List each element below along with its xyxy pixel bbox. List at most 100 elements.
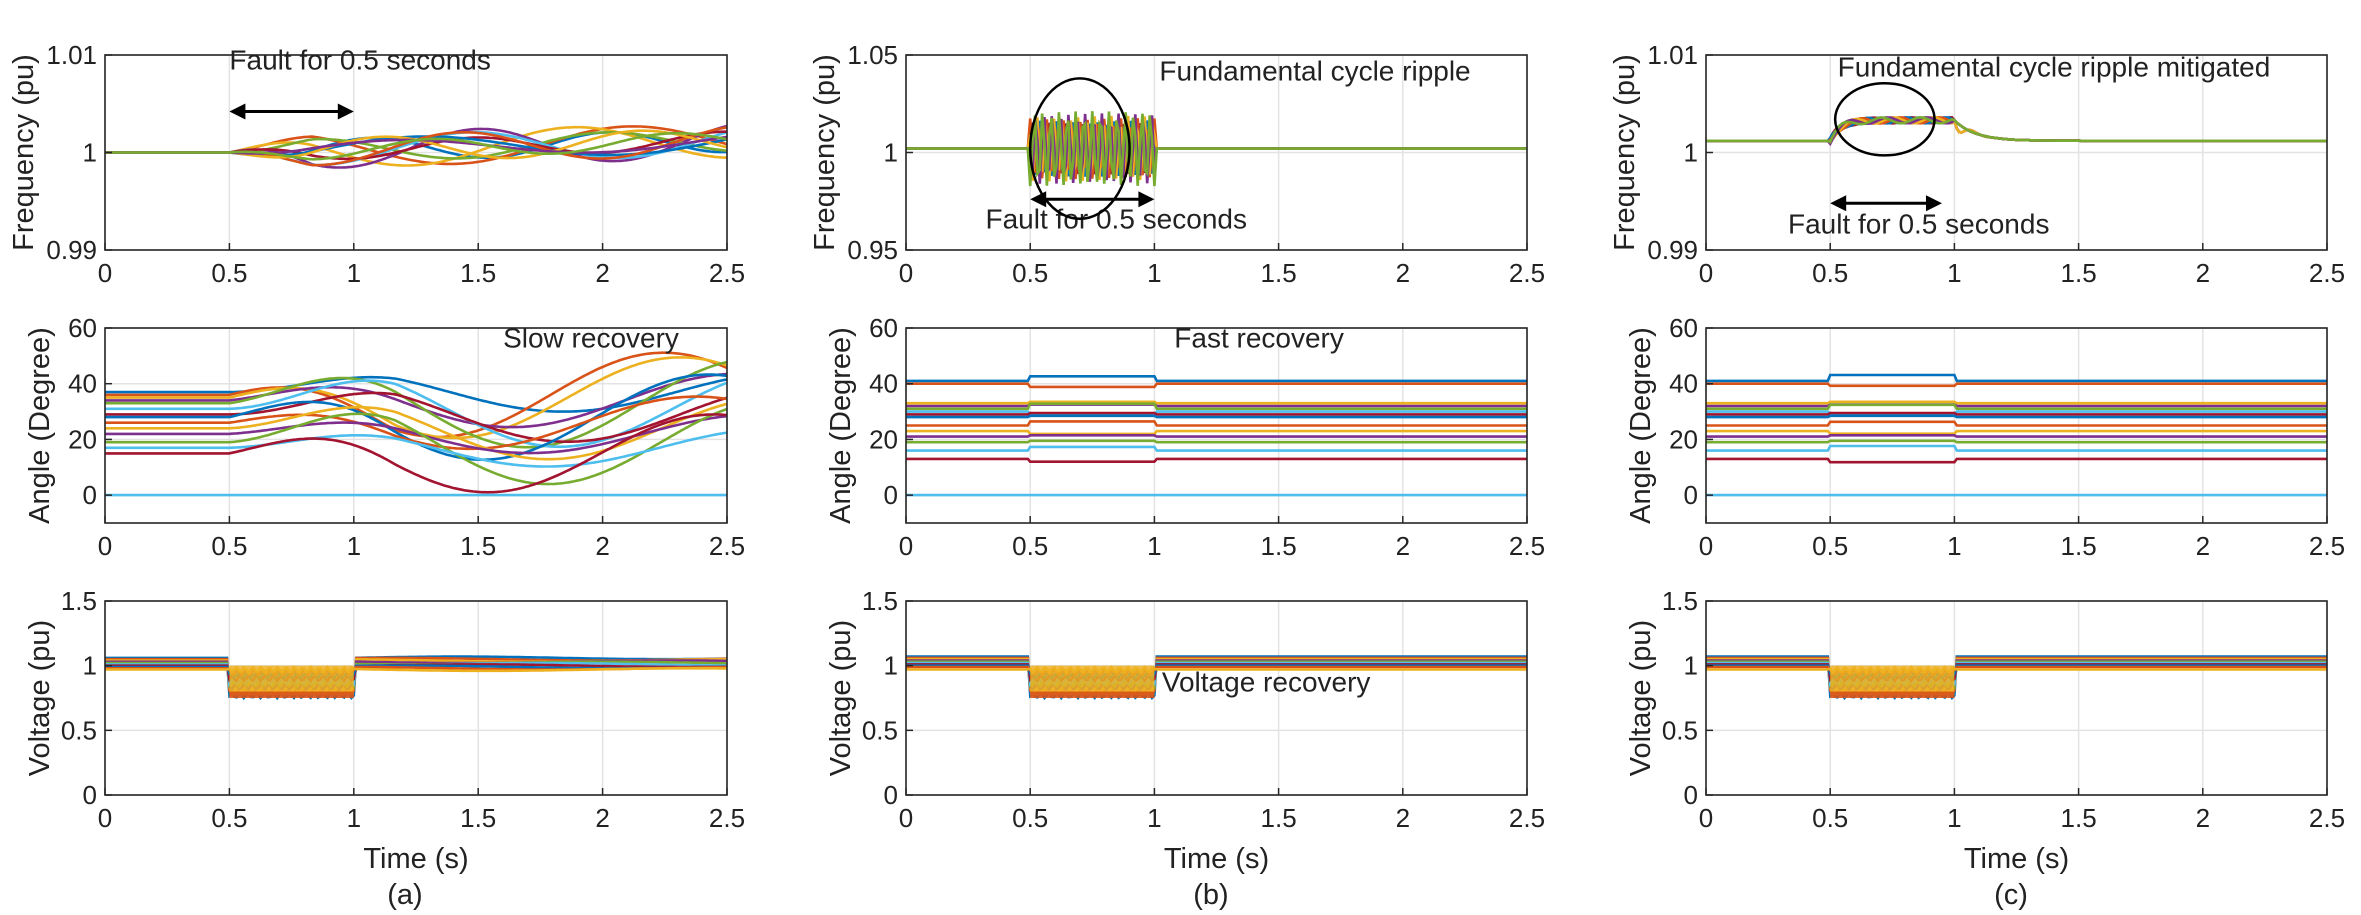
series-line-7 (1706, 411, 2327, 416)
y-axis-label: Frequency (pu) (809, 54, 841, 251)
annotation-text: Voltage recovery (1162, 667, 1371, 698)
series-line-5 (105, 360, 728, 449)
y-tick-label: 1.5 (61, 586, 97, 616)
fault-band (229, 665, 354, 696)
x-axis-label: Time (s) (1964, 843, 2069, 875)
x-tick-label: 1 (1947, 531, 1961, 561)
series-line-13 (906, 445, 1527, 452)
series-line-8 (1706, 414, 2327, 419)
x-tick-label: 1 (1147, 258, 1161, 288)
chart-a-angle: 0 0.5 1 1.5 2 2.5 0 20 40 60 Angle (Degree) Slow re… (24, 313, 745, 561)
y-axis-label: Voltage (pu) (24, 620, 56, 776)
y-tick-label: 40 (1669, 369, 1698, 399)
series-line-6 (906, 410, 1527, 416)
series-line-10 (105, 665, 727, 675)
x-tick-label: 2 (2196, 258, 2210, 288)
series-line-14 (1706, 457, 2327, 464)
series-line-10 (1706, 429, 2327, 435)
series-line-2 (906, 382, 1527, 389)
x-tick-label: 1.5 (2061, 531, 2097, 561)
x-tick-label: 2.5 (709, 531, 745, 561)
series-line-6 (1706, 410, 2327, 415)
series-line-12 (105, 407, 728, 486)
x-tick-label: 1.5 (460, 258, 496, 288)
y-tick-label: 0.5 (1662, 715, 1698, 745)
y-tick-label: 40 (869, 369, 898, 399)
arrow-head-right (1925, 195, 1942, 212)
series-line-12 (1706, 116, 2327, 144)
y-tick-label: 20 (869, 424, 898, 454)
chart-c-angle: 0 0.5 1 1.5 2 2.5 0 20 40 60 Angle (Degree) (1625, 313, 2345, 561)
x-tick-label: 2.5 (2309, 258, 2345, 288)
x-tick-label: 2 (595, 531, 609, 561)
series-line-4 (906, 403, 1527, 408)
series-line-5 (1706, 403, 2327, 411)
y-tick-label: 40 (68, 369, 97, 399)
arrow-head-right (337, 103, 354, 120)
x-tick-label: 2 (1396, 258, 1410, 288)
y-tick-label: 20 (1669, 424, 1698, 454)
y-tick-label: 1.01 (46, 40, 97, 70)
x-tick-label: 1.5 (460, 803, 496, 833)
x-tick-label: 2.5 (709, 803, 745, 833)
annotation-text: Fault for 0.5 seconds (985, 204, 1246, 235)
series-line-13 (105, 431, 728, 468)
x-tick-label: 1 (1947, 258, 1961, 288)
series-line-1 (1706, 655, 2327, 701)
x-axis-label: Time (s) (363, 843, 468, 875)
arrow-head-left (229, 103, 246, 120)
series-line-6 (1706, 661, 2327, 688)
x-tick-label: 2.5 (709, 258, 745, 288)
series-line-7 (1706, 116, 2327, 143)
x-tick-label: 1.5 (1261, 803, 1297, 833)
series-line-12 (906, 439, 1527, 444)
series-line-3 (906, 400, 1527, 405)
x-tick-label: 0 (899, 258, 913, 288)
y-axis-label: Angle (Degree) (1625, 327, 1657, 524)
x-tick-label: 2 (2196, 803, 2210, 833)
fault-band (1030, 665, 1155, 696)
arrow-head-right (1138, 191, 1155, 208)
x-tick-label: 2.5 (1509, 803, 1545, 833)
series-line-7 (906, 411, 1527, 416)
annotation-text: Fundamental cycle ripple (1159, 55, 1470, 86)
y-tick-label: 0.99 (1647, 235, 1698, 265)
y-axis-label: Voltage (pu) (825, 620, 857, 776)
panel-label-b: (b) (1193, 879, 1228, 911)
x-tick-label: 1 (347, 258, 361, 288)
series-line-10 (906, 429, 1527, 436)
y-axis-label: Frequency (pu) (8, 54, 40, 251)
series-line-10 (906, 665, 1527, 675)
series-line-9 (1706, 420, 2327, 427)
x-tick-label: 0 (98, 258, 112, 288)
series-line-9 (1706, 665, 2327, 678)
series-line-11 (105, 414, 728, 455)
series-line-9 (105, 395, 728, 451)
chart-b-angle: 0 0.5 1 1.5 2 2.5 0 20 40 60 Angle (Degree) Fast re… (825, 313, 1545, 561)
x-tick-label: 2 (595, 803, 609, 833)
arrow-head-left (1830, 195, 1847, 212)
x-tick-label: 1 (1147, 531, 1161, 561)
x-tick-label: 0 (98, 531, 112, 561)
y-tick-label: 1 (83, 138, 97, 168)
series-line-5 (906, 402, 1527, 411)
series-line-2 (1706, 382, 2327, 388)
ripple-ellipse (1028, 77, 1131, 221)
series-line-2 (1706, 116, 2327, 143)
x-tick-label: 2 (2196, 531, 2210, 561)
y-tick-label: 60 (68, 313, 97, 343)
x-tick-label: 1.5 (1261, 531, 1297, 561)
y-tick-label: 0 (83, 480, 97, 510)
series-line-3 (1706, 400, 2327, 405)
x-axis-label: Time (s) (1164, 843, 1269, 875)
x-tick-label: 0.5 (1012, 258, 1048, 288)
y-tick-label: 1 (83, 651, 97, 681)
x-tick-label: 0 (899, 531, 913, 561)
ripple-ellipse (1833, 82, 1936, 157)
x-tick-label: 1 (347, 531, 361, 561)
